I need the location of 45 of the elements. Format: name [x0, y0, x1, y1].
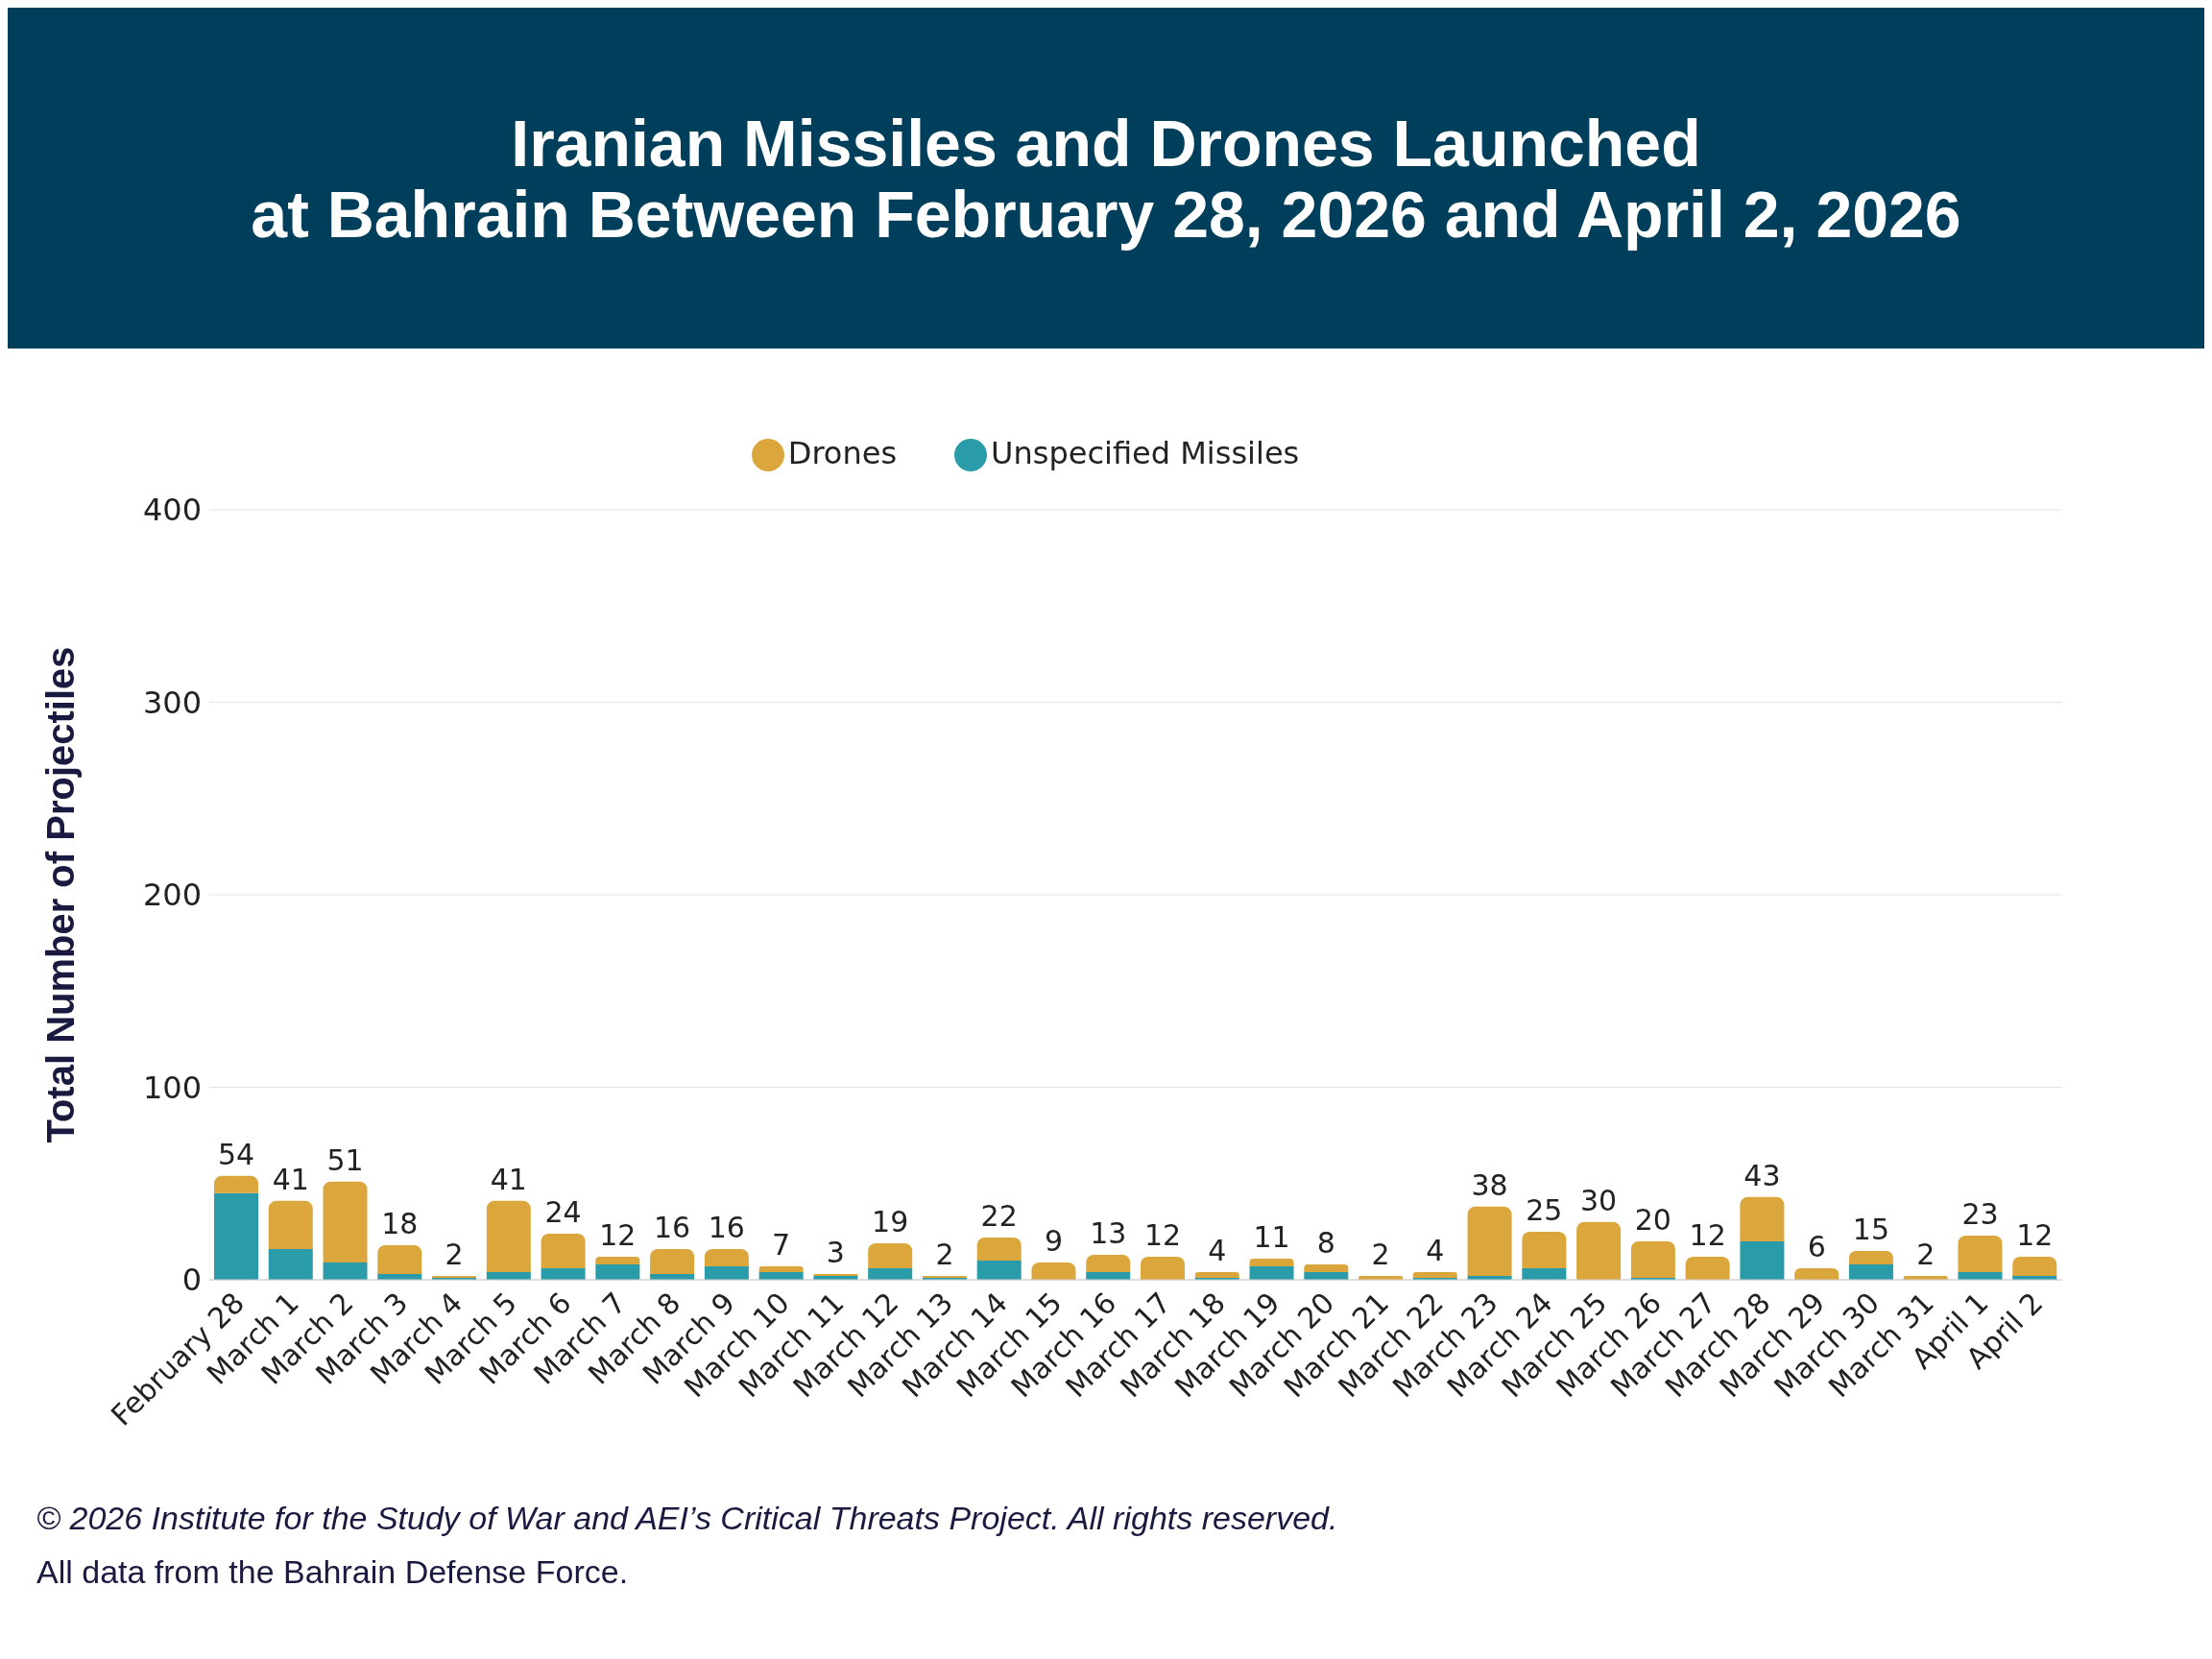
- total-label: 43: [1743, 1158, 1781, 1192]
- total-label: 6: [1807, 1229, 1826, 1263]
- total-label: 4: [1426, 1233, 1445, 1267]
- total-label: 16: [654, 1210, 691, 1244]
- total-label: 2: [1371, 1237, 1390, 1271]
- total-label: 3: [826, 1235, 845, 1269]
- total-label: 2: [935, 1237, 954, 1271]
- total-label: 22: [980, 1198, 1018, 1233]
- total-label: 12: [1689, 1217, 1726, 1252]
- total-label: 23: [1961, 1196, 1999, 1231]
- total-label: 25: [1526, 1192, 1563, 1227]
- total-label: 12: [599, 1217, 637, 1252]
- total-label: 51: [326, 1142, 364, 1177]
- total-label: 9: [1044, 1223, 1064, 1258]
- total-label: 41: [272, 1162, 309, 1196]
- total-label: 12: [2016, 1217, 2054, 1252]
- legend-label: Unspecified Missiles: [991, 435, 1300, 471]
- total-label: 24: [544, 1194, 582, 1229]
- total-label: 54: [217, 1137, 255, 1171]
- total-label: 15: [1852, 1212, 1890, 1246]
- text: All data from the Bahrain Defense Force.: [36, 1552, 630, 1592]
- y-axis-title: Total Number of Projectiles: [39, 646, 83, 1143]
- y-tick-label: 100: [142, 1069, 202, 1106]
- y-tick-label: 200: [142, 877, 202, 914]
- total-label: 12: [1143, 1217, 1182, 1252]
- total-label: 16: [708, 1210, 745, 1244]
- y-tick-label: 300: [142, 684, 202, 721]
- total-label: 19: [872, 1204, 909, 1238]
- chart-title: Iranian Missiles and Drones Launched at Bahrain Between February 28, 2026 and April 2, 2026: [251, 106, 1961, 251]
- total-label: 4: [1208, 1233, 1227, 1267]
- total-label: 20: [1634, 1202, 1671, 1237]
- total-label: 13: [1090, 1215, 1127, 1250]
- total-label: 11: [1253, 1219, 1290, 1254]
- legend-label: Drones: [787, 435, 898, 471]
- total-label: 2: [445, 1237, 464, 1271]
- y-tick-label: 400: [142, 492, 202, 529]
- total-label: 8: [1316, 1225, 1335, 1260]
- total-label: 2: [1916, 1237, 1936, 1271]
- text: © 2026 Institute for the Study of War and AEI’s Critical Threats Project. All rights reserved.: [36, 1499, 1339, 1538]
- total-label: 7: [772, 1227, 791, 1262]
- y-tick-label: 0: [181, 1262, 202, 1299]
- total-label: 18: [381, 1206, 419, 1240]
- total-label: 38: [1471, 1167, 1508, 1202]
- total-label: 41: [490, 1162, 527, 1196]
- total-label: 30: [1580, 1183, 1618, 1217]
